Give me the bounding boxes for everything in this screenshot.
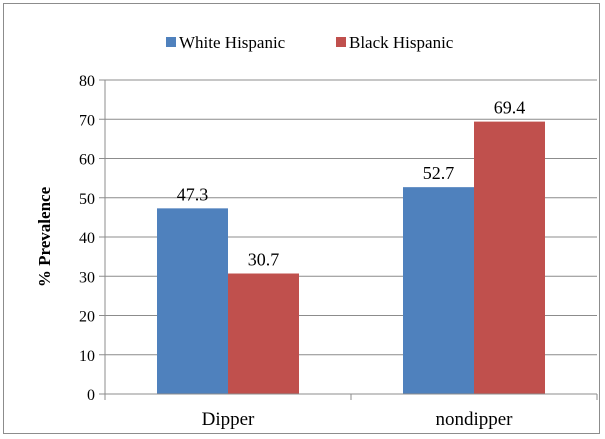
data-label: 30.7 [248,250,280,270]
bar [157,208,228,394]
y-tick-label: 30 [79,269,95,286]
y-tick-label: 80 [79,73,95,90]
legend: White Hispanic Black Hispanic [166,33,454,52]
y-tick-labels: 0 10 20 30 40 50 60 70 80 [79,73,95,404]
y-tick-label: 70 [79,112,95,129]
y-tick-label: 60 [79,152,95,169]
x-category-labels: Dipper nondipper [202,409,514,430]
y-tick-label: 10 [79,348,95,365]
legend-swatch [166,37,176,47]
bar [403,187,474,394]
axes [104,80,598,400]
y-tick-label: 50 [79,191,95,208]
y-axis-title: % Prevalence [35,186,54,287]
bar [474,121,545,394]
data-label: 52.7 [423,163,455,183]
y-tick-label: 20 [79,309,95,326]
x-category-label: Dipper [202,409,255,430]
data-label: 69.4 [494,98,526,118]
bars [157,121,545,394]
x-category-label: nondipper [435,409,513,430]
legend-swatch [336,37,346,47]
data-label: 47.3 [177,184,209,204]
bar [228,273,299,394]
y-tick-label: 40 [79,230,95,247]
data-labels: 47.3 30.7 52.7 69.4 [177,98,526,270]
legend-label: White Hispanic [179,33,286,52]
legend-label: Black Hispanic [349,33,454,52]
y-tick-label: 0 [87,387,95,404]
